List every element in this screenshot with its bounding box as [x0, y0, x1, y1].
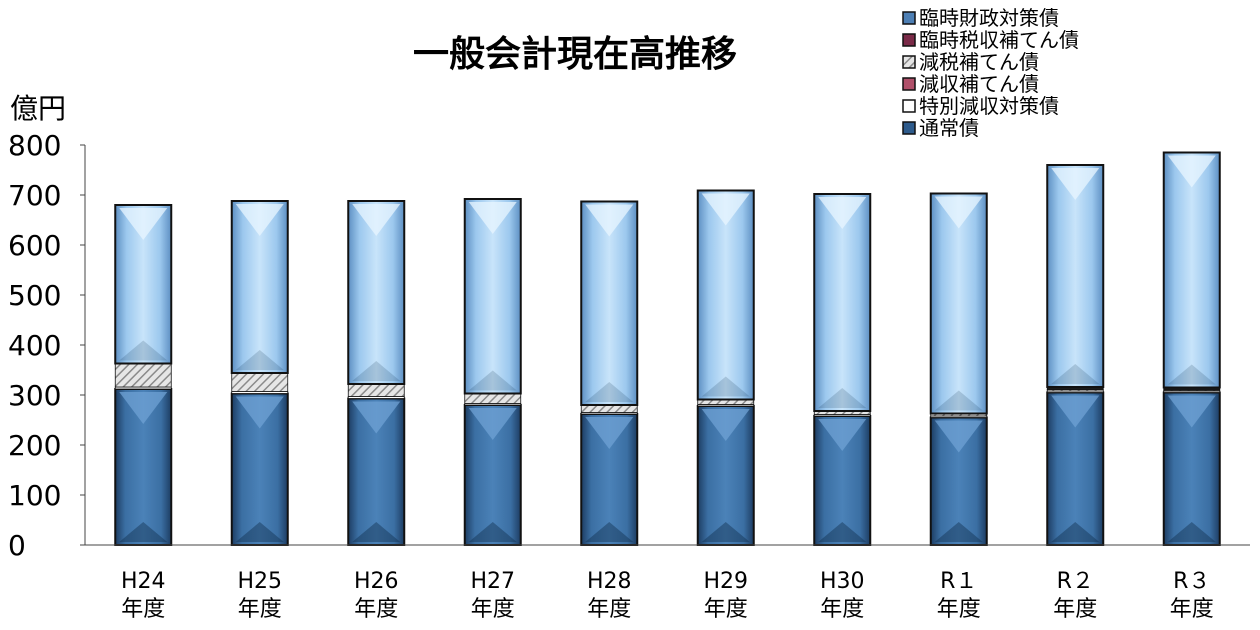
bar-bevel: [1051, 168, 1100, 200]
legend-label: 減税補てん債: [919, 50, 1039, 74]
x-tick-label: R３年度: [1170, 569, 1214, 622]
y-tick-label: 0: [8, 529, 26, 562]
legend-label: 通常債: [919, 116, 979, 140]
y-tick-label: 400: [8, 329, 61, 362]
bar-bevel: [1167, 522, 1216, 542]
bar-bevel: [1167, 395, 1216, 428]
bar-bevel: [818, 388, 867, 408]
bar-bevel: [1167, 155, 1216, 188]
bar-bevel: [934, 522, 983, 542]
bar-segment: [347, 383, 405, 397]
bar-bevel: [934, 390, 983, 411]
y-tick-label: 700: [8, 179, 61, 212]
axes: [84, 145, 1250, 546]
bar-bevel: [585, 522, 634, 542]
x-tick-label: R２年度: [1053, 569, 1097, 622]
bar-bevel: [352, 522, 401, 542]
y-tick-label: 500: [8, 279, 61, 312]
bar-stack: [347, 200, 406, 546]
bar-bevel: [235, 522, 284, 542]
legend-swatch: [902, 121, 916, 135]
bar-stack: [1046, 164, 1105, 546]
bar-stack: [1162, 151, 1221, 546]
bar-bevel: [585, 417, 634, 449]
x-tick-label: R１年度: [937, 569, 981, 622]
legend-label: 減収補てん債: [919, 72, 1039, 96]
bar-bevel: [119, 208, 168, 240]
legend-swatch: [902, 33, 916, 47]
bar-segment: [580, 404, 638, 413]
bar-segment: [1162, 391, 1221, 546]
bar-bevel: [119, 340, 168, 361]
bar-bevel: [119, 522, 168, 542]
legend-label: 臨時財政対策債: [919, 6, 1059, 30]
x-tick-label: H24 年度: [121, 569, 166, 622]
bar-bevel: [701, 376, 750, 397]
y-tick-label: 800: [8, 129, 61, 162]
legend-label: 特別減収対策債: [919, 94, 1059, 118]
legend-swatch: [902, 11, 916, 25]
bar-bevel: [701, 522, 750, 542]
bar-bevel: [352, 401, 401, 434]
bar-bevel: [1167, 364, 1216, 385]
legend-swatch: [902, 99, 916, 113]
y-tick-label: 600: [8, 229, 61, 262]
x-tick-label: H28 年度: [587, 569, 632, 622]
y-axis-ticks: 0 100 200 300 400 500 600 700 800: [8, 129, 85, 562]
bar-bevel: [119, 392, 168, 424]
x-tick-label: H25 年度: [237, 569, 282, 622]
x-tick-label: H27 年度: [470, 569, 515, 622]
bar-bevel: [585, 382, 634, 402]
bar-stack: [696, 189, 755, 546]
bar-bevel: [235, 396, 284, 429]
bar-bevel: [1051, 522, 1100, 542]
legend-label: 臨時税収補てん債: [919, 28, 1079, 52]
legend-swatch: [902, 77, 916, 91]
bar-segment: [1046, 164, 1105, 388]
legend-swatch: [902, 55, 916, 69]
bar-stack: [580, 200, 639, 546]
bar-segment: [813, 193, 872, 412]
bar-bevel: [235, 204, 284, 236]
bar-bevel: [818, 197, 867, 229]
bar-series: [114, 151, 1221, 546]
bar-bevel: [352, 204, 401, 236]
bar-stack: [929, 192, 988, 546]
bar-stack: [114, 204, 173, 546]
bar-bevel: [468, 202, 517, 234]
bar-stack: [463, 198, 522, 546]
bar-bevel: [934, 420, 983, 453]
y-tick-label: 100: [8, 479, 61, 512]
bar-segment: [929, 192, 988, 415]
y-tick-label: 200: [8, 429, 61, 462]
bar-bevel: [701, 193, 750, 226]
bar-bevel: [352, 361, 401, 381]
bar-bevel: [468, 370, 517, 391]
bar-segment: [231, 372, 289, 392]
bar-bevel: [1051, 364, 1100, 384]
bar-bevel: [934, 196, 983, 229]
bar-bevel: [818, 522, 867, 542]
x-tick-label: H29 年度: [703, 569, 748, 622]
y-axis-unit: 億円: [10, 92, 66, 125]
bar-bevel: [585, 204, 634, 237]
bar-bevel: [468, 408, 517, 440]
bar-bevel: [235, 350, 284, 370]
bar-segment: [1162, 151, 1221, 389]
x-axis-ticks: H24 年度 H25 年度 H26 年度 H27 年度 H28 年度 H29 年度 H30 年度 R１年度 R…: [121, 569, 1214, 622]
bar-segment: [114, 363, 172, 388]
bar-segment: [464, 393, 522, 404]
x-tick-label: H30 年度: [820, 569, 865, 622]
bar-bevel: [468, 522, 517, 542]
bar-bevel: [1051, 395, 1100, 428]
bar-stack: [230, 200, 289, 546]
bar-bevel: [701, 409, 750, 441]
bar-bevel: [818, 419, 867, 451]
chart-title: 一般会計現在高推移: [413, 34, 737, 75]
x-tick-label: H26 年度: [354, 569, 399, 622]
y-tick-label: 300: [8, 379, 61, 412]
bar-stack: [813, 193, 872, 546]
